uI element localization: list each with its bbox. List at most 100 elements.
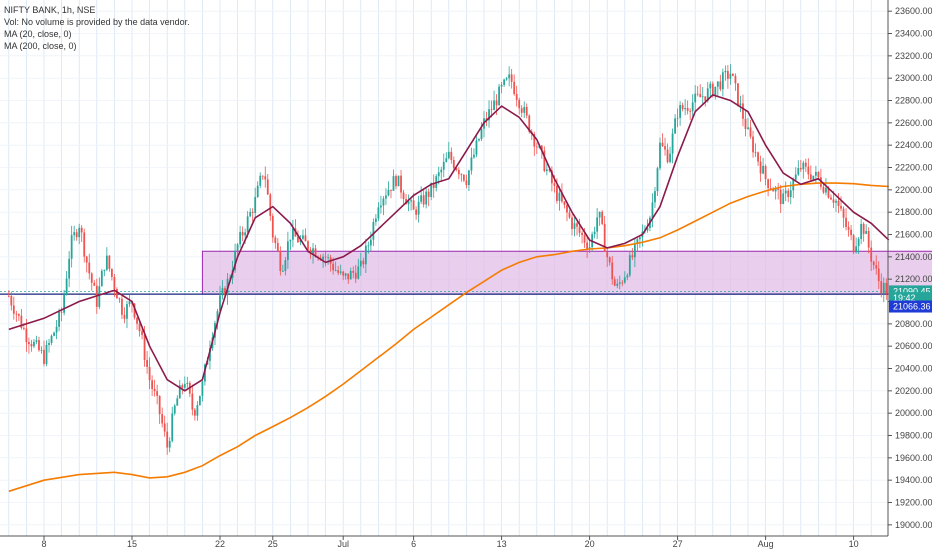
candle-body	[98, 286, 101, 307]
candle-body	[234, 250, 236, 271]
candle-body	[794, 174, 797, 180]
candle-body	[166, 431, 169, 448]
candle-body	[264, 176, 267, 180]
moving-averages	[8, 93, 890, 493]
candle-body	[855, 246, 858, 253]
candle-body	[297, 236, 299, 243]
candle-body	[699, 94, 702, 98]
candle-body	[339, 271, 342, 273]
candle-body	[525, 106, 528, 116]
candle-body	[520, 108, 523, 113]
candle-body	[327, 257, 330, 259]
candle-body	[528, 115, 531, 132]
y-tick-label: 22400.00	[895, 140, 932, 150]
candle-body	[556, 185, 558, 201]
candle-body	[43, 349, 45, 364]
candle-body	[747, 127, 749, 129]
x-tick-label: 27	[673, 539, 683, 549]
candle-body	[656, 168, 659, 192]
candle-body	[822, 186, 825, 193]
candle-body	[659, 142, 661, 169]
y-tick-label: 22000.00	[895, 185, 932, 195]
y-tick-label: 20000.00	[895, 408, 932, 418]
candle-body	[90, 273, 93, 283]
candle-body	[548, 169, 551, 171]
candle-body	[126, 304, 128, 319]
y-tick-label: 23400.00	[895, 29, 932, 39]
candle-body	[799, 168, 802, 170]
candle-body	[586, 242, 588, 249]
candle-body	[711, 83, 714, 97]
candle-body	[759, 161, 762, 174]
candle-body	[462, 174, 465, 181]
candle-body	[271, 215, 274, 238]
candle-body	[719, 81, 722, 90]
candle-body	[201, 381, 204, 396]
candle-body	[276, 242, 279, 252]
candle-body	[488, 109, 490, 121]
candle-body	[797, 168, 800, 175]
candle-body	[337, 270, 340, 273]
candle-body	[706, 88, 709, 101]
candle-body	[495, 100, 498, 106]
x-tick-label: 15	[127, 539, 137, 549]
candle-body	[817, 171, 820, 178]
candle-body	[178, 385, 181, 399]
candle-body	[417, 201, 420, 215]
candle-body	[563, 201, 566, 205]
candle-body	[40, 349, 43, 351]
candle-body	[807, 166, 810, 175]
candle-body	[804, 162, 807, 167]
candle-body	[281, 270, 284, 272]
candle-body	[259, 175, 262, 186]
candle-body	[558, 192, 561, 201]
candle-body	[410, 200, 412, 202]
candle-body	[704, 96, 707, 101]
candle-body	[608, 257, 611, 263]
candle-body	[669, 153, 671, 163]
candle-body	[17, 314, 20, 316]
candle-body	[671, 133, 674, 154]
y-tick-label: 23000.00	[895, 73, 932, 83]
candle-body	[63, 294, 66, 313]
candle-body	[478, 139, 480, 141]
candle-body	[420, 195, 423, 202]
candle-body	[362, 260, 365, 265]
candle-body	[636, 239, 639, 244]
candle-body	[583, 235, 586, 243]
candle-body	[603, 223, 606, 252]
candle-body	[422, 195, 425, 205]
candle-body	[432, 182, 435, 188]
candle-body	[875, 265, 878, 269]
candle-body	[35, 340, 38, 342]
candle-body	[744, 118, 747, 129]
candle-body	[880, 281, 883, 294]
candle-body	[7, 295, 10, 297]
candle-body	[500, 84, 503, 87]
candle-body	[193, 409, 196, 416]
candle-body	[407, 201, 410, 205]
candle-body	[279, 251, 282, 272]
candle-body	[762, 165, 764, 174]
y-tick-label: 23200.00	[895, 51, 932, 61]
candle-body	[153, 388, 156, 392]
candle-body	[638, 237, 641, 240]
candle-body	[812, 175, 815, 180]
candle-body	[882, 282, 885, 294]
candle-body	[661, 142, 664, 147]
candle-body	[113, 276, 116, 289]
candle-body	[533, 133, 536, 147]
candle-body	[588, 247, 591, 249]
candle-body	[48, 342, 50, 345]
candle-body	[571, 217, 573, 229]
candle-body	[15, 313, 18, 315]
candle-body	[427, 191, 430, 197]
candle-body	[437, 172, 440, 177]
candle-body	[196, 405, 199, 416]
candle-body	[493, 100, 495, 111]
candle-body	[219, 295, 221, 312]
candle-body	[842, 208, 845, 218]
candle-body	[857, 239, 860, 247]
candle-body	[535, 146, 538, 148]
